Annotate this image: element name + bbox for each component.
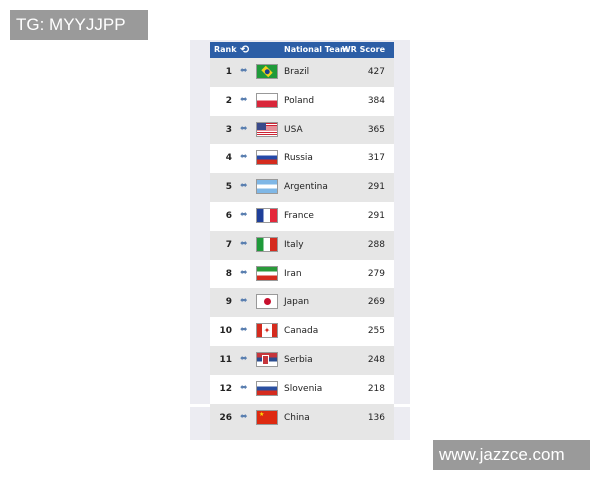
serbia-flag-icon	[256, 351, 278, 367]
ranking-table: Rank ⟲ National Team WR Score 1 ⬌ Brazil…	[210, 42, 394, 440]
rank: 26	[219, 412, 232, 423]
team-name[interactable]: Russia	[284, 153, 313, 164]
rank-change-icon: ⬌	[240, 94, 248, 105]
table-row[interactable]: 26 ⬌ ★ China 136	[210, 403, 394, 433]
rank: 7	[225, 239, 232, 250]
italy-flag-icon	[256, 236, 278, 252]
rank: 3	[225, 124, 232, 135]
score: 291	[367, 210, 385, 221]
china-flag-icon: ★	[256, 409, 278, 425]
score: 279	[367, 268, 385, 279]
table-row[interactable]: 1 ⬌ Brazil 427	[210, 58, 394, 87]
russia-flag-icon	[256, 150, 278, 166]
score-header: WR Score	[341, 45, 385, 54]
team-header: National Team	[284, 45, 349, 54]
rank-change-icon: ⬌	[240, 152, 248, 163]
table-row[interactable]: 3 ⬌ USA 365	[210, 115, 394, 145]
score: 317	[367, 153, 385, 164]
canada-flag-icon: ✦	[256, 323, 278, 339]
rank: 10	[219, 326, 232, 337]
score: 384	[367, 95, 385, 106]
table-row[interactable]: 4 ⬌ Russia 317	[210, 144, 394, 173]
score: 248	[367, 354, 385, 365]
watermark-bottom-right: www.jazzce.com	[433, 440, 590, 470]
team-name[interactable]: Serbia	[284, 354, 313, 365]
team-name[interactable]: Brazil	[284, 67, 310, 77]
rank-change-icon: ⬌	[240, 382, 248, 393]
team-name[interactable]: France	[284, 210, 314, 221]
team-name[interactable]: USA	[284, 124, 303, 135]
table-row[interactable]: 5 ⬌ Argentina 291	[210, 173, 394, 202]
rank: 12	[219, 383, 232, 394]
score: 269	[367, 297, 385, 308]
japan-flag-icon	[256, 294, 278, 310]
score: 427	[367, 67, 385, 77]
table-row	[210, 432, 394, 440]
score: 136	[367, 412, 385, 423]
rank-change-icon: ⬌	[240, 181, 248, 192]
watermark-top-left: TG: MYYJJPP	[10, 10, 148, 40]
table-row[interactable]: 11 ⬌ Serbia 248	[210, 345, 394, 375]
score: 291	[367, 182, 385, 193]
rank-change-icon: ⬌	[240, 325, 248, 336]
table-row[interactable]: 10 ⬌ ✦ Canada 255	[210, 317, 394, 346]
team-name[interactable]: Canada	[284, 326, 319, 337]
team-name[interactable]: Slovenia	[284, 383, 323, 394]
rank-change-icon: ⬌	[240, 411, 248, 422]
slovenia-flag-icon	[256, 380, 278, 396]
table-header: Rank ⟲ National Team WR Score	[210, 42, 394, 58]
rank-change-icon: ⬌	[240, 66, 248, 76]
rank: 4	[225, 153, 232, 164]
rank: 9	[225, 297, 232, 308]
argentina-flag-icon	[256, 179, 278, 195]
usa-flag-icon	[256, 121, 278, 137]
rank-change-icon: ⬌	[240, 353, 248, 364]
rotate-arrows-icon[interactable]: ⟲	[240, 43, 250, 56]
rank: 11	[219, 354, 232, 365]
score: 255	[367, 326, 385, 337]
team-name[interactable]: China	[284, 412, 310, 423]
rank: 5	[225, 182, 232, 193]
rank: 8	[225, 268, 232, 279]
table-row[interactable]: 7 ⬌ Italy 288	[210, 230, 394, 260]
team-name[interactable]: Italy	[284, 239, 304, 250]
rank: 1	[225, 67, 232, 77]
score: 365	[367, 124, 385, 135]
score: 288	[367, 239, 385, 250]
rank-change-icon: ⬌	[240, 296, 248, 307]
brazil-flag-icon	[256, 64, 278, 79]
table-row[interactable]: 12 ⬌ Slovenia 218	[210, 375, 394, 404]
rank-change-icon: ⬌	[240, 238, 248, 249]
iran-flag-icon	[256, 265, 278, 281]
score: 218	[367, 383, 385, 394]
france-flag-icon	[256, 207, 278, 223]
team-name[interactable]: Japan	[284, 297, 310, 308]
table-row[interactable]: 6 ⬌ France 291	[210, 202, 394, 231]
table-row[interactable]: 2 ⬌ Poland 384	[210, 87, 394, 116]
rank-change-icon: ⬌	[240, 123, 248, 134]
table-row[interactable]: 8 ⬌ Iran 279	[210, 260, 394, 289]
table-row[interactable]: 9 ⬌ Japan 269	[210, 288, 394, 318]
team-name[interactable]: Poland	[284, 95, 315, 106]
team-name[interactable]: Argentina	[284, 182, 328, 193]
team-name[interactable]: Iran	[284, 268, 302, 279]
rank: 2	[225, 95, 232, 106]
rank-change-icon: ⬌	[240, 209, 248, 220]
rank-header: Rank	[214, 45, 237, 54]
rank-change-icon: ⬌	[240, 267, 248, 278]
rank: 6	[225, 210, 232, 221]
poland-flag-icon	[256, 92, 278, 108]
